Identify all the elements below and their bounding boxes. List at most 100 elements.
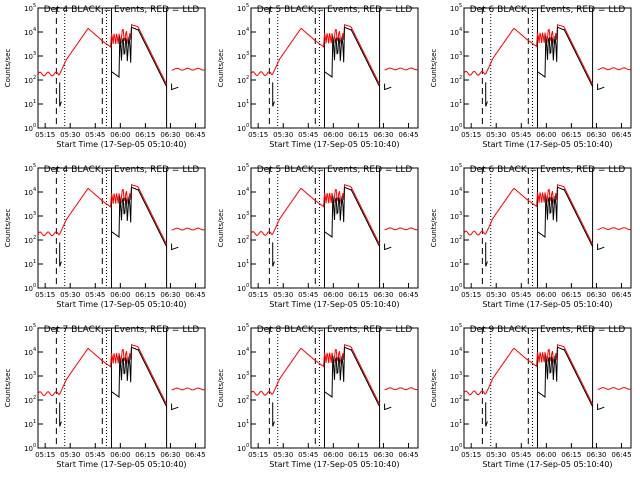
y-tick-exponent: 3 xyxy=(246,211,249,217)
y-tick-label: 10 xyxy=(450,29,459,37)
x-tick-label: 05:15 xyxy=(461,451,481,459)
x-tick-label: 06:45 xyxy=(185,131,205,139)
series-line-events xyxy=(111,186,168,247)
series-line-lld-post xyxy=(384,67,419,71)
y-tick-label: 10 xyxy=(237,421,246,429)
y-axis-label: Counts/sec xyxy=(4,49,12,88)
series-line-events xyxy=(111,346,168,407)
y-tick-exponent: 0 xyxy=(246,123,249,129)
y-tick-label: 10 xyxy=(237,285,246,293)
y-tick-exponent: 1 xyxy=(246,99,249,105)
y-tick-label: 10 xyxy=(237,325,246,333)
plot-frame xyxy=(463,7,632,129)
series-line-lld-post xyxy=(384,387,419,391)
x-tick-label: 05:45 xyxy=(85,131,105,139)
y-tick-exponent: 2 xyxy=(33,235,36,241)
x-tick-label: 05:45 xyxy=(511,291,531,299)
y-tick-exponent: 3 xyxy=(459,51,462,57)
x-tick-label: 05:30 xyxy=(273,131,293,139)
x-tick-label: 06:00 xyxy=(536,451,556,459)
panel-det-6: Det 6 BLACK = Events, RED = LLD Counts/se… xyxy=(430,163,632,309)
y-tick-exponent: 1 xyxy=(246,259,249,265)
series-line-events-early xyxy=(485,402,488,427)
y-tick-exponent: 1 xyxy=(33,99,36,105)
y-axis-label: Counts/sec xyxy=(217,209,225,248)
y-tick-exponent: 1 xyxy=(459,259,462,265)
y-tick-label: 10 xyxy=(237,445,246,453)
x-tick-label: 06:15 xyxy=(348,291,368,299)
y-tick-label: 10 xyxy=(237,101,246,109)
y-tick-label: 10 xyxy=(24,213,33,221)
y-tick-label: 10 xyxy=(24,189,33,197)
series-line-lld xyxy=(250,24,381,85)
series-line-events-early xyxy=(59,402,62,427)
x-tick-label: 06:15 xyxy=(348,451,368,459)
y-tick-exponent: 3 xyxy=(33,211,36,217)
y-tick-label: 10 xyxy=(237,77,246,85)
x-tick-label: 05:45 xyxy=(85,451,105,459)
y-tick-label: 10 xyxy=(237,53,246,61)
series-line-events-post xyxy=(171,83,179,91)
y-tick-label: 10 xyxy=(450,445,459,453)
series-line-lld xyxy=(250,184,381,245)
x-tick-label: 06:30 xyxy=(373,291,393,299)
y-tick-exponent: 3 xyxy=(246,51,249,57)
x-tick-label: 05:30 xyxy=(486,451,506,459)
panel-det-5: Det 5 BLACK = Events, RED = LLD Counts/se… xyxy=(217,3,419,149)
x-axis-label: Start Time (17-Sep-05 05:10:40) xyxy=(269,140,399,149)
y-tick-label: 10 xyxy=(237,29,246,37)
series-line-lld-post xyxy=(171,387,206,391)
x-tick-label: 06:45 xyxy=(611,131,631,139)
x-tick-label: 05:15 xyxy=(461,131,481,139)
y-tick-exponent: 0 xyxy=(33,283,36,289)
panel-det-7: Det 7 BLACK = Events, RED = LLD Counts/se… xyxy=(4,323,206,469)
y-tick-exponent: 4 xyxy=(459,347,462,353)
x-tick-label: 06:45 xyxy=(185,291,205,299)
x-tick-label: 06:00 xyxy=(110,291,130,299)
series-line-events-post xyxy=(384,83,392,91)
y-tick-exponent: 5 xyxy=(459,163,462,169)
y-tick-exponent: 2 xyxy=(246,235,249,241)
series-line-events-post xyxy=(171,403,179,411)
series-line-lld xyxy=(463,24,594,85)
y-tick-label: 10 xyxy=(24,165,33,173)
series-line-events xyxy=(537,26,594,87)
series-line-events-post xyxy=(597,403,605,411)
x-tick-label: 05:45 xyxy=(298,291,318,299)
series-line-events-post xyxy=(597,243,605,251)
y-tick-exponent: 3 xyxy=(33,51,36,57)
series-line-events-post xyxy=(384,403,392,411)
y-tick-exponent: 3 xyxy=(33,371,36,377)
series-line-events xyxy=(324,346,381,407)
series-line-lld-post xyxy=(171,227,206,231)
panel-det-8: Det 8 BLACK = Events, RED = LLD Counts/se… xyxy=(217,323,419,469)
series-line-lld xyxy=(37,344,168,405)
panel-det-5: Det 5 BLACK = Events, RED = LLD Counts/se… xyxy=(217,163,419,309)
y-tick-exponent: 2 xyxy=(459,75,462,81)
series-line-lld-post xyxy=(384,227,419,231)
y-tick-exponent: 4 xyxy=(246,27,249,33)
x-tick-label: 05:45 xyxy=(511,131,531,139)
x-tick-label: 05:45 xyxy=(85,291,105,299)
x-axis-label: Start Time (17-Sep-05 05:10:40) xyxy=(269,460,399,469)
series-line-events-early xyxy=(59,82,62,107)
y-tick-exponent: 4 xyxy=(246,187,249,193)
x-tick-label: 06:30 xyxy=(373,451,393,459)
series-line-events-early xyxy=(59,242,62,267)
y-tick-exponent: 5 xyxy=(459,3,462,9)
y-tick-label: 10 xyxy=(24,5,33,13)
y-tick-exponent: 0 xyxy=(459,443,462,449)
x-tick-label: 05:15 xyxy=(461,291,481,299)
chart-title: Det 4 BLACK = Events, RED = LLD xyxy=(44,165,200,175)
y-axis-label: Counts/sec xyxy=(430,49,438,88)
panel-det-4: Det 4 BLACK = Events, RED = LLD Counts/se… xyxy=(4,3,206,149)
x-axis-label: Start Time (17-Sep-05 05:10:40) xyxy=(56,300,186,309)
x-tick-label: 06:00 xyxy=(110,131,130,139)
y-tick-label: 10 xyxy=(450,5,459,13)
panel-det-4: Det 4 BLACK = Events, RED = LLD Counts/se… xyxy=(4,163,206,309)
plot-frame xyxy=(250,7,419,129)
y-tick-exponent: 1 xyxy=(459,419,462,425)
x-tick-label: 05:30 xyxy=(60,291,80,299)
x-tick-label: 06:30 xyxy=(586,291,606,299)
